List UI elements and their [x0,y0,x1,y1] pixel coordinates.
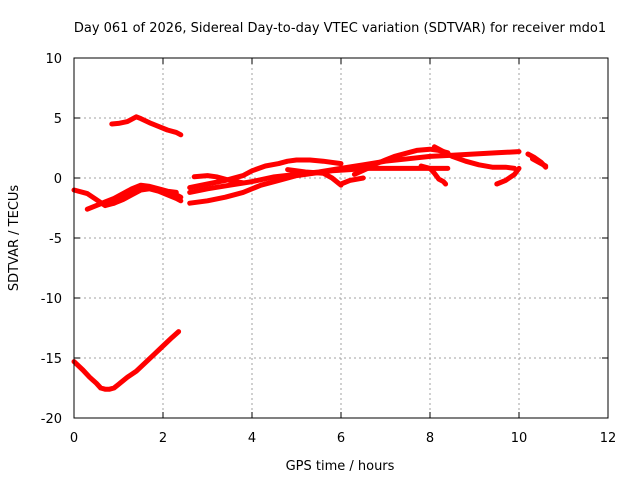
x-tick-label: 0 [70,431,78,446]
axis-ticks: 0 2 4 6 8 10 12 -20 -15 -10 -5 0 5 10 [41,52,617,446]
x-tick-label: 10 [511,431,528,446]
x-tick-label: 12 [600,431,617,446]
series-arc-2 [109,114,184,138]
x-axis-label: GPS time / hours [286,459,395,474]
x-tick-label: 4 [248,431,256,446]
y-tick-label: -20 [41,412,62,427]
x-tick-label: 8 [426,431,434,446]
data-series [71,114,549,392]
y-tick-label: -5 [49,232,62,247]
chart-title: Day 061 of 2026, Sidereal Day-to-day VTE… [74,21,606,36]
series-arc-5 [111,186,184,206]
series-arc-11 [338,175,366,187]
series-arc-7 [187,157,344,191]
grid [74,58,608,418]
y-tick-label: -15 [41,352,62,367]
series-arc-4 [84,182,179,212]
series-arc-17 [529,156,549,169]
y-tick-label: 0 [54,172,62,187]
x-tick-label: 6 [337,431,345,446]
series-arc-15 [494,165,522,187]
y-axis-label: SDTVAR / TECUs [7,185,22,292]
y-tick-label: 5 [54,112,62,127]
series-arc-10 [285,167,344,188]
series-arc-12 [351,146,451,177]
series-arc-13 [431,144,517,171]
series-arc-1 [71,329,182,392]
series-arc-14 [418,163,449,187]
x-tick-label: 2 [159,431,167,446]
series-arc-9 [191,173,246,186]
y-tick-label: -10 [41,292,62,307]
y-tick-label: 10 [45,52,62,67]
